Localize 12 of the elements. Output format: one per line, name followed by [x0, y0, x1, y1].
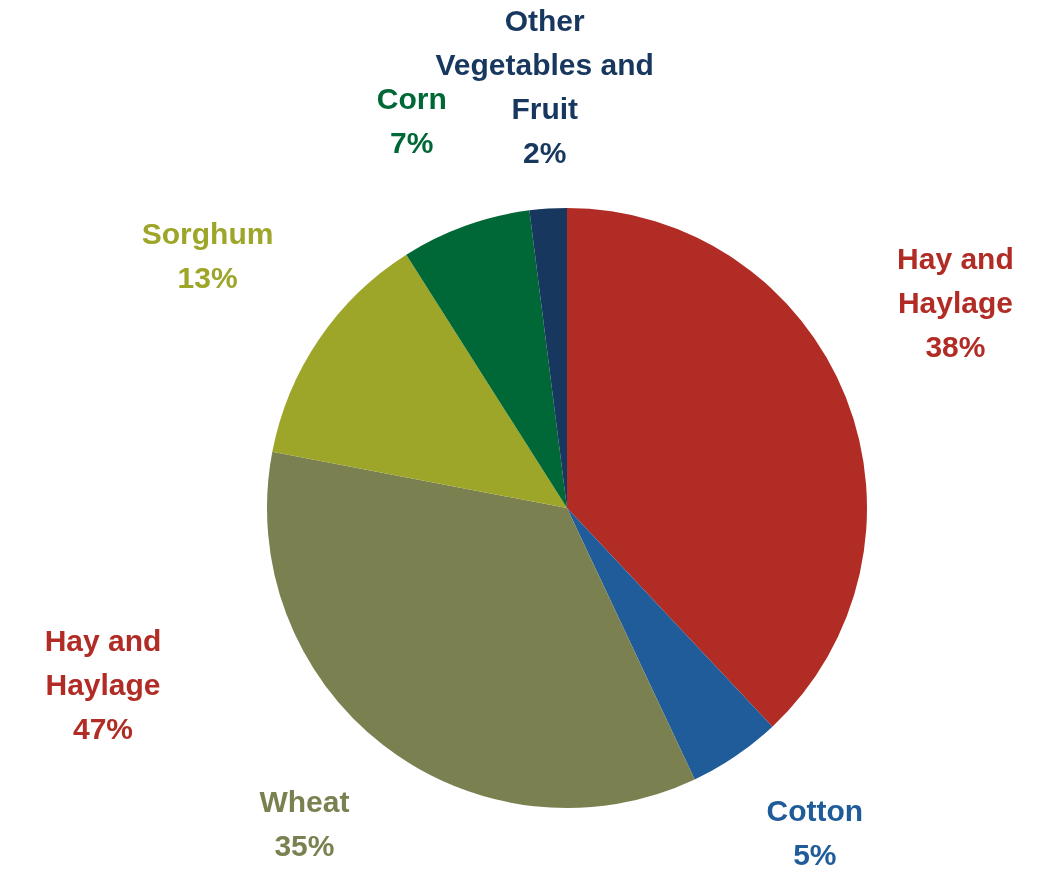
data-label: 13% — [177, 260, 238, 294]
slice-label: Wheat — [259, 784, 350, 818]
data-label: 35% — [274, 828, 335, 862]
data-label: 7% — [390, 126, 434, 160]
slice-label: Hay and Haylage — [897, 241, 1014, 319]
slice-label: Corn — [376, 82, 447, 116]
data-label: 5% — [793, 838, 837, 872]
data-label: 2% — [523, 136, 567, 170]
text: Hay and Haylage 47% — [44, 624, 162, 746]
slice-label: Cotton — [766, 794, 864, 828]
slice-label: Sorghum — [141, 216, 274, 250]
data-label: 38% — [925, 329, 986, 363]
